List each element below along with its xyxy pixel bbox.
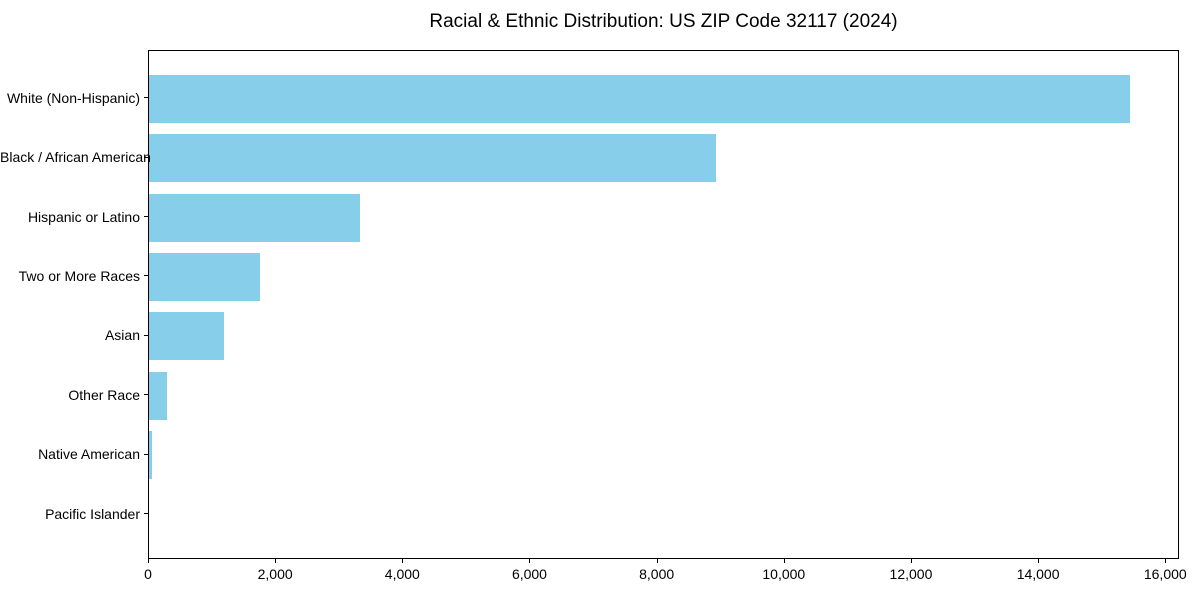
plot-area [148,50,1179,559]
bar [149,371,167,420]
x-tick-label: 10,000 [762,566,806,582]
x-tick-mark [148,559,149,563]
bar [149,431,153,480]
x-tick-label: 2,000 [257,566,293,582]
x-tick-mark [910,559,912,563]
x-tick-mark [402,559,404,563]
x-tick-label: 8,000 [639,566,675,582]
x-tick-label: 14,000 [1016,566,1060,582]
bar [149,74,1130,123]
bar [149,312,224,361]
y-tick-label: Pacific Islander [45,505,140,522]
y-tick-mark [144,156,148,158]
x-tick-mark [529,559,531,563]
y-tick-mark [144,334,148,336]
x-tick-mark [656,559,658,563]
y-tick-label: Black / African American [0,149,151,166]
y-tick-mark [144,453,148,455]
x-tick-label: 16,000 [1143,566,1187,582]
bars-layer [149,51,1178,558]
y-tick-label: Native American [38,446,140,463]
y-tick-mark [144,275,148,277]
y-tick-label: Hispanic or Latino [27,208,140,225]
x-tick-mark [275,559,277,563]
x-tick-label: 0 [144,566,152,582]
bar [149,134,716,183]
x-tick-mark [1038,559,1040,563]
y-tick-label: Asian [104,327,140,344]
y-tick-mark [144,394,148,396]
x-tick-mark [783,559,785,563]
y-tick-label: Two or More Races [18,267,140,284]
bar [149,252,260,301]
y-tick-mark [144,216,148,217]
x-tick-label: 4,000 [384,566,420,582]
x-tick-mark [1165,559,1167,563]
x-tick-label: 6,000 [511,566,547,582]
y-tick-label: Other Race [68,386,140,403]
bar [149,193,360,242]
y-tick-mark [144,513,148,514]
y-tick-label: White (Non-Hispanic) [6,89,140,106]
chart-title: Racial & Ethnic Distribution: US ZIP Cod… [429,11,898,32]
y-tick-mark [144,97,148,99]
x-tick-label: 12,000 [889,566,933,582]
